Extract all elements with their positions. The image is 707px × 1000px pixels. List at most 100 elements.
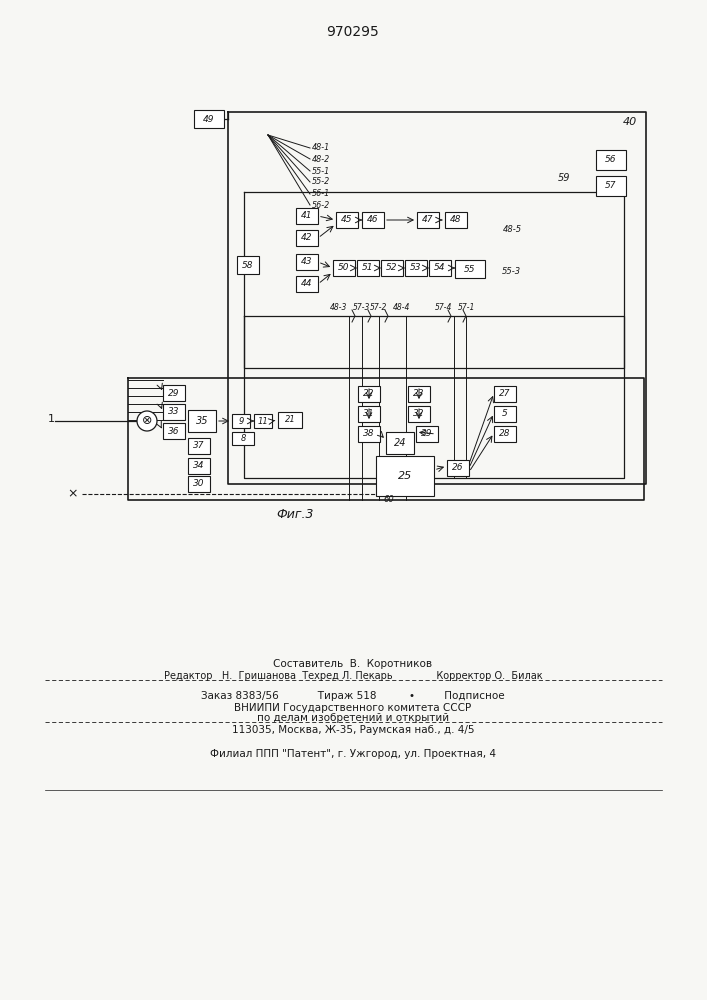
Text: 44: 44 bbox=[301, 279, 312, 288]
Text: Фиг.3: Фиг.3 bbox=[276, 508, 314, 522]
Bar bbox=[358, 386, 380, 402]
Text: 32: 32 bbox=[414, 410, 425, 418]
Bar bbox=[416, 426, 438, 442]
Circle shape bbox=[137, 411, 157, 431]
Text: 48-2: 48-2 bbox=[312, 154, 330, 163]
Text: 970295: 970295 bbox=[327, 25, 380, 39]
Text: Редактор   Н.  Гришанова  Техред Л. Пекарь              Корректор О.  Билак: Редактор Н. Гришанова Техред Л. Пекарь К… bbox=[164, 671, 542, 681]
Text: ×: × bbox=[68, 488, 78, 500]
Bar bbox=[296, 230, 318, 246]
Text: Составитель  В.  Коротников: Составитель В. Коротников bbox=[274, 659, 433, 669]
Text: 31: 31 bbox=[363, 410, 375, 418]
Text: 33: 33 bbox=[168, 408, 180, 416]
Text: 1: 1 bbox=[48, 414, 55, 424]
Bar bbox=[494, 406, 516, 422]
Text: 47: 47 bbox=[422, 216, 434, 225]
Text: 39: 39 bbox=[421, 430, 433, 438]
Bar bbox=[408, 406, 430, 422]
Bar bbox=[163, 385, 185, 401]
Bar bbox=[336, 212, 358, 228]
Text: 50: 50 bbox=[338, 263, 350, 272]
Bar bbox=[194, 110, 224, 128]
Text: 48: 48 bbox=[450, 216, 462, 225]
Bar bbox=[381, 260, 403, 276]
Text: Заказ 8383/56            Тираж 518          •         Подписное: Заказ 8383/56 Тираж 518 • Подписное bbox=[201, 691, 505, 701]
Text: 48-5: 48-5 bbox=[503, 226, 522, 234]
Text: 21: 21 bbox=[285, 416, 296, 424]
Bar bbox=[278, 412, 302, 428]
Text: 48-3: 48-3 bbox=[330, 304, 347, 312]
Bar bbox=[362, 212, 384, 228]
Text: 60: 60 bbox=[383, 495, 394, 504]
Text: 54: 54 bbox=[434, 263, 445, 272]
Text: 35: 35 bbox=[196, 416, 209, 426]
Text: 45: 45 bbox=[341, 216, 353, 225]
Text: 22: 22 bbox=[363, 389, 375, 398]
Bar bbox=[408, 386, 430, 402]
Bar bbox=[358, 406, 380, 422]
Text: 46: 46 bbox=[367, 216, 379, 225]
Text: 34: 34 bbox=[193, 462, 205, 471]
Text: 40: 40 bbox=[623, 117, 637, 127]
Text: 48-1: 48-1 bbox=[312, 143, 330, 152]
Bar bbox=[163, 404, 185, 420]
Text: 59: 59 bbox=[558, 173, 571, 183]
Text: 55-3: 55-3 bbox=[502, 267, 521, 276]
Text: 48-4: 48-4 bbox=[393, 304, 410, 312]
Text: 38: 38 bbox=[363, 430, 375, 438]
Bar bbox=[296, 276, 318, 292]
Text: 23: 23 bbox=[414, 389, 425, 398]
Text: 43: 43 bbox=[301, 257, 312, 266]
Text: ВНИИПИ Государственного комитета СССР: ВНИИПИ Государственного комитета СССР bbox=[235, 703, 472, 713]
Bar bbox=[596, 176, 626, 196]
Bar bbox=[376, 456, 434, 496]
Bar bbox=[296, 254, 318, 270]
Bar bbox=[188, 458, 210, 474]
Text: 37: 37 bbox=[193, 442, 205, 450]
Text: 58: 58 bbox=[243, 260, 254, 269]
Bar bbox=[232, 414, 250, 428]
Text: 24: 24 bbox=[394, 438, 407, 448]
Bar bbox=[188, 476, 210, 492]
Text: 52: 52 bbox=[386, 263, 398, 272]
Text: ⊗: ⊗ bbox=[141, 414, 152, 428]
Bar bbox=[445, 212, 467, 228]
Text: 57: 57 bbox=[605, 182, 617, 190]
Bar bbox=[188, 438, 210, 454]
Bar bbox=[163, 423, 185, 439]
Bar bbox=[188, 410, 216, 432]
Text: 28: 28 bbox=[499, 430, 510, 438]
Bar bbox=[357, 260, 379, 276]
Text: 5: 5 bbox=[502, 410, 508, 418]
Bar bbox=[386, 432, 414, 454]
Bar bbox=[494, 386, 516, 402]
Text: 55: 55 bbox=[464, 264, 476, 273]
Text: 9: 9 bbox=[238, 416, 244, 426]
Text: 57-1: 57-1 bbox=[458, 304, 475, 312]
Text: 57-3: 57-3 bbox=[353, 304, 370, 312]
Bar bbox=[296, 208, 318, 224]
Text: 26: 26 bbox=[452, 464, 464, 473]
Text: 36: 36 bbox=[168, 426, 180, 436]
Text: 25: 25 bbox=[398, 471, 412, 481]
Text: 30: 30 bbox=[193, 480, 205, 488]
Text: 56-1: 56-1 bbox=[312, 190, 330, 198]
Text: Филиал ППП "Патент", г. Ужгород, ул. Проектная, 4: Филиал ППП "Патент", г. Ужгород, ул. Про… bbox=[210, 749, 496, 759]
Text: 53: 53 bbox=[410, 263, 422, 272]
Bar bbox=[596, 150, 626, 170]
Bar bbox=[494, 426, 516, 442]
Text: по делам изобретений и открытий: по делам изобретений и открытий bbox=[257, 713, 449, 723]
Bar bbox=[429, 260, 451, 276]
Text: 49: 49 bbox=[203, 114, 215, 123]
Text: 8: 8 bbox=[240, 434, 246, 443]
Bar bbox=[447, 460, 469, 476]
Bar bbox=[254, 414, 272, 428]
Text: 55-1: 55-1 bbox=[312, 166, 330, 176]
Bar bbox=[405, 260, 427, 276]
Text: 27: 27 bbox=[499, 389, 510, 398]
Text: 56: 56 bbox=[605, 155, 617, 164]
Text: 11: 11 bbox=[257, 416, 269, 426]
Bar bbox=[455, 260, 485, 278]
Bar bbox=[333, 260, 355, 276]
Bar bbox=[358, 426, 380, 442]
